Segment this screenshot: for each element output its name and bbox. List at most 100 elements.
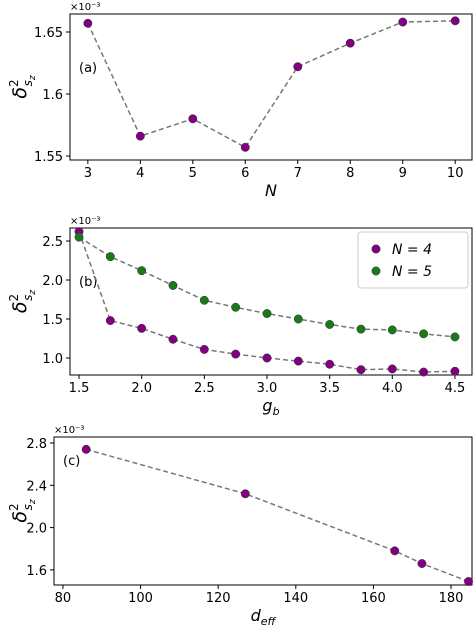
x-label-sub: eff	[261, 615, 277, 628]
y-tick-label: 2.4	[26, 479, 47, 494]
data-point	[325, 320, 335, 329]
y-tick-label: 1.55	[34, 150, 63, 165]
y-label-sub: s	[21, 80, 35, 86]
y-label-sup: 2	[7, 503, 21, 511]
legend-box	[357, 231, 469, 289]
legend-label: N = 5	[392, 264, 432, 280]
x-label-main: g	[262, 396, 272, 415]
x-tick-label: 4	[136, 166, 144, 181]
x-tick-label: 5	[189, 166, 197, 181]
y-tick-label: 1.6	[42, 88, 63, 103]
legend-marker	[371, 266, 381, 276]
y-label-sup: 2	[7, 79, 21, 87]
data-point	[417, 559, 427, 568]
data-point	[387, 364, 397, 374]
y-tick-label: 2.5	[42, 235, 63, 250]
data-point	[356, 324, 366, 334]
data-point	[293, 356, 303, 366]
y-label-sub: s	[21, 295, 35, 301]
y-label-sub: s	[21, 504, 35, 510]
x-tick-label: 10	[447, 166, 464, 181]
data-point	[199, 344, 209, 354]
data-point	[199, 295, 209, 305]
x-tick-label: 2.0	[131, 381, 152, 396]
x-label-sub: b	[273, 405, 280, 418]
data-point	[345, 38, 355, 48]
data-point	[137, 266, 147, 276]
data-line	[86, 448, 469, 583]
y-tick-label: 2.8	[26, 437, 47, 452]
data-point	[293, 314, 303, 324]
y-tick-label: 2.0	[42, 274, 63, 289]
x-tick-label: 3.5	[319, 381, 340, 396]
offset-text: ×10⁻³	[70, 216, 100, 227]
x-tick-label: 7	[294, 166, 302, 181]
y-label-sub2: z	[28, 499, 38, 505]
y-label-sub2: z	[28, 75, 38, 81]
data-point	[231, 349, 241, 359]
y-tick-label: 1.6	[26, 564, 47, 579]
plot-frame	[53, 436, 473, 586]
offset-text: ×10⁻³	[54, 425, 84, 436]
data-point	[168, 281, 178, 290]
offset-text: ×10⁻³	[70, 2, 100, 13]
data-point	[231, 302, 241, 312]
x-tick-label: 3.0	[257, 381, 278, 396]
y-tick-label: 1.0	[42, 352, 63, 367]
data-point	[168, 334, 178, 344]
y-label-main: δ	[9, 511, 31, 523]
x-tick-label: 9	[399, 166, 407, 181]
x-axis-label: N	[265, 181, 277, 200]
data-point	[390, 546, 400, 556]
x-label-main: N	[265, 181, 277, 200]
data-point	[325, 359, 335, 369]
y-tick-label: 1.65	[34, 26, 63, 41]
data-point	[450, 16, 460, 26]
data-point	[105, 252, 115, 262]
data-point	[83, 18, 93, 28]
data-point	[240, 489, 250, 499]
x-tick-label: 6	[241, 166, 249, 181]
x-tick-label: 120	[206, 591, 231, 606]
data-point	[398, 17, 408, 27]
data-point	[240, 142, 250, 152]
data-point	[262, 309, 272, 318]
x-tick-label: 1.5	[69, 381, 90, 396]
plot-frame	[69, 13, 473, 161]
x-axis-label: deff	[251, 606, 277, 628]
data-point	[464, 577, 473, 586]
data-point	[188, 114, 198, 124]
data-point	[135, 131, 145, 141]
data-point	[419, 367, 429, 377]
x-tick-label: 80	[55, 591, 72, 606]
legend-marker	[371, 244, 381, 254]
x-tick-label: 4.0	[382, 381, 403, 396]
data-point	[293, 62, 303, 72]
data-point	[81, 444, 91, 454]
x-tick-label: 8	[346, 166, 354, 181]
data-point	[387, 325, 397, 335]
data-point	[450, 332, 460, 342]
x-tick-label: 4.5	[445, 381, 466, 396]
y-axis-label: δ2sz	[7, 499, 38, 523]
x-tick-label: 3	[84, 166, 92, 181]
plot-frame	[69, 227, 473, 376]
data-point	[137, 323, 147, 333]
y-label-sub2: z	[28, 290, 38, 296]
y-tick-label: 1.5	[42, 313, 63, 328]
x-tick-label: 160	[361, 591, 386, 606]
y-axis-label: δ2sz	[7, 75, 38, 99]
data-point	[262, 353, 272, 363]
x-tick-label: 140	[283, 591, 308, 606]
y-label-main: δ	[9, 87, 31, 99]
y-tick-label: 2.0	[26, 522, 47, 537]
y-label-sup: 2	[7, 294, 21, 302]
data-point	[419, 329, 429, 339]
data-point	[105, 316, 115, 326]
x-tick-label: 100	[128, 591, 153, 606]
x-label-main: d	[251, 606, 262, 625]
x-axis-label: gb	[262, 396, 279, 418]
legend-label: N = 4	[392, 242, 432, 258]
data-point	[74, 232, 84, 242]
